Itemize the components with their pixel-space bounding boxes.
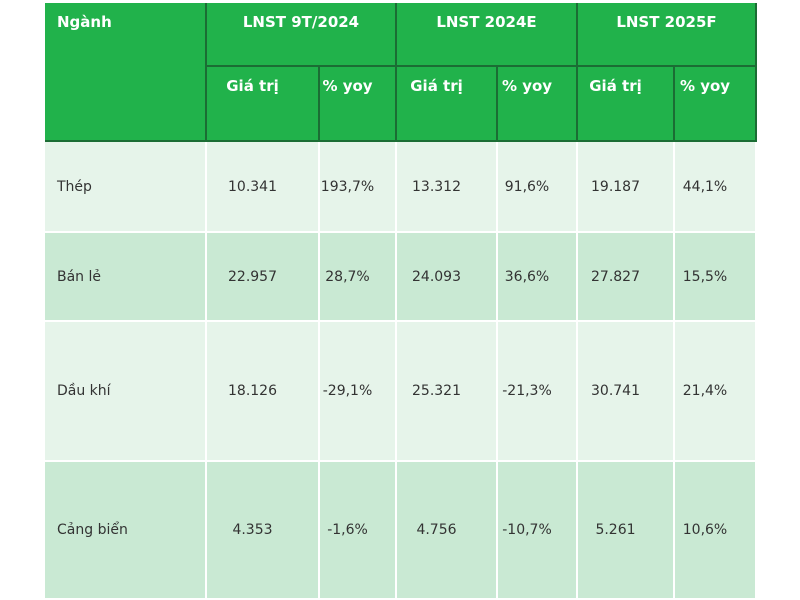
sub-header: % yoy (320, 67, 397, 142)
row-label: Dầu khí (45, 322, 207, 462)
value-cell: 15,5% (675, 233, 757, 322)
value-cell: 25.321 (397, 322, 498, 462)
value-cell: -10,7% (498, 462, 578, 600)
header-cell: Ngành (45, 3, 207, 142)
value-cell: 4.353 (207, 462, 320, 600)
sub-header: Giá trị (207, 67, 320, 142)
group-header: LNST 2024E (397, 3, 578, 67)
value-cell: -21,3% (498, 322, 578, 462)
value-cell: 36,6% (498, 233, 578, 322)
value-cell: 10.341 (207, 142, 320, 233)
value-cell: 21,4% (675, 322, 757, 462)
value-cell: 28,7% (320, 233, 397, 322)
value-cell: 13.312 (397, 142, 498, 233)
sub-header: % yoy (498, 67, 578, 142)
value-cell: 30.741 (578, 322, 675, 462)
value-cell: 27.827 (578, 233, 675, 322)
value-cell: 22.957 (207, 233, 320, 322)
value-cell: 193,7% (320, 142, 397, 233)
value-cell: 91,6% (498, 142, 578, 233)
value-cell: 18.126 (207, 322, 320, 462)
value-cell: 24.093 (397, 233, 498, 322)
row-label: Thép (45, 142, 207, 233)
group-header: LNST 2025F (578, 3, 757, 67)
value-cell: 44,1% (675, 142, 757, 233)
value-cell: 19.187 (578, 142, 675, 233)
value-cell: 4.756 (397, 462, 498, 600)
row-label: Cảng biển (45, 462, 207, 600)
value-cell: -29,1% (320, 322, 397, 462)
sub-header: % yoy (675, 67, 757, 142)
value-cell: 5.261 (578, 462, 675, 600)
sub-header: Giá trị (397, 67, 498, 142)
sub-header: Giá trị (578, 67, 675, 142)
group-header: LNST 9T/2024 (207, 3, 397, 67)
value-cell: -1,6% (320, 462, 397, 600)
row-label: Bán lẻ (45, 233, 207, 322)
value-cell: 10,6% (675, 462, 757, 600)
